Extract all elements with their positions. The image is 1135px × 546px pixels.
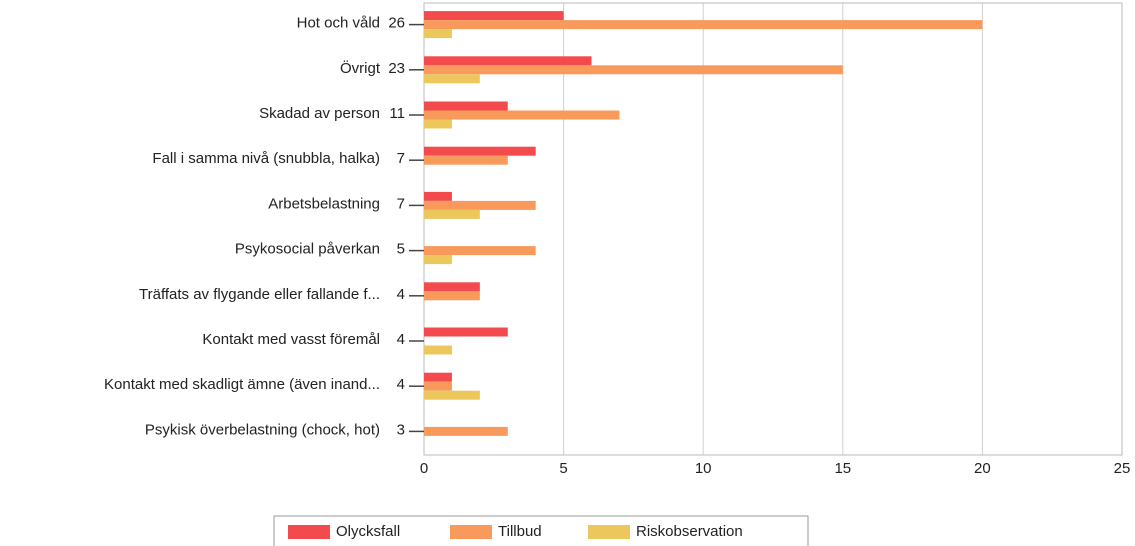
category-label: Fall i samma nivå (snubbla, halka) [152,150,380,167]
legend-label: Tillbud [498,523,542,540]
legend-swatch [450,525,492,539]
total-label: 11 [389,105,405,122]
bar [424,390,480,400]
total-label: 4 [397,376,405,393]
total-label: 4 [397,331,405,348]
bar [424,191,452,201]
bar [424,246,536,256]
bar [424,426,508,436]
category-label: Psykisk överbelastning (chock, hot) [145,421,380,438]
legend-box [273,515,809,546]
x-tick-label: 25 [1114,460,1131,477]
bar [424,345,452,355]
x-tick-label: 15 [834,460,851,477]
bar [424,146,536,156]
legend-label: Olycksfall [336,523,400,540]
bar [424,119,452,129]
bar [424,200,536,210]
x-tick-label: 20 [974,460,991,477]
bar [424,327,508,337]
bar [424,11,564,21]
total-label: 3 [397,421,405,438]
legend-label: Riskobservation [636,523,743,540]
x-tick-label: 0 [420,460,428,477]
bar [424,20,983,30]
category-label: Kontakt med vasst föremål [202,331,380,348]
category-label: Övrigt [340,59,381,77]
x-tick-label: 5 [559,460,567,477]
total-label: 7 [397,195,405,212]
bar [424,65,843,75]
category-label: Kontakt med skadligt ämne (även inand... [104,376,380,393]
bar [424,29,452,39]
bar [424,282,480,292]
total-label: 4 [397,286,405,303]
category-label: Psykosocial påverkan [235,241,380,258]
total-label: 7 [397,150,405,167]
category-label: Hot och våld [297,15,380,32]
category-label: Arbetsbelastning [268,195,380,212]
total-label: 23 [388,60,405,77]
category-label: Träffats av flygande eller fallande f... [139,286,380,303]
category-label: Skadad av person [259,105,380,122]
total-label: 5 [397,241,405,258]
bar [424,291,480,301]
bar [424,255,452,265]
bar [424,209,480,219]
bar [424,110,620,120]
bar [424,74,480,84]
bar [424,155,508,165]
bar [424,381,452,391]
x-tick-label: 10 [695,460,712,477]
legend-swatch [588,525,630,539]
bar [424,56,592,66]
total-label: 26 [388,15,405,32]
legend-swatch [288,525,330,539]
bar [424,372,452,382]
plot-border [423,2,1123,456]
bar [424,101,508,111]
